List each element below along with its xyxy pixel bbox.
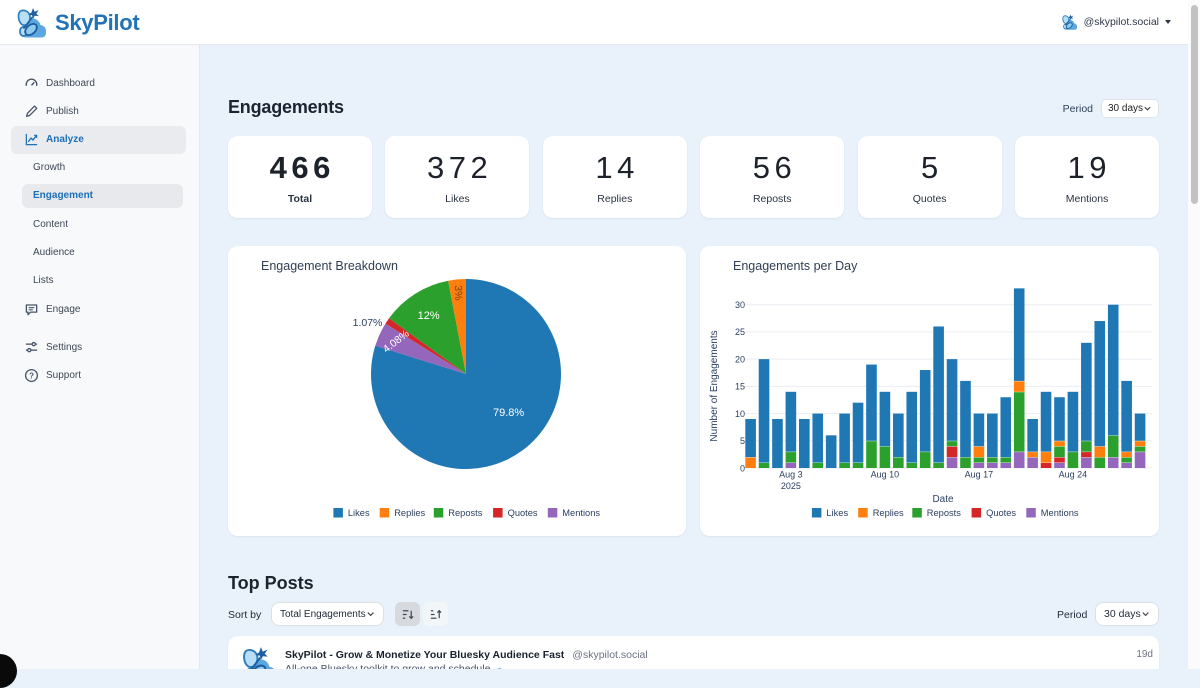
svg-text:Likes: Likes: [348, 508, 370, 518]
svg-text:Aug 24: Aug 24: [1059, 470, 1088, 480]
svg-text:Mentions: Mentions: [562, 508, 600, 518]
svg-text:?: ?: [29, 371, 34, 380]
svg-text:Aug 3: Aug 3: [779, 470, 803, 480]
svg-text:Likes: Likes: [826, 508, 848, 518]
svg-text:Date: Date: [932, 494, 954, 505]
svg-text:0: 0: [740, 463, 745, 473]
svg-text:Replies: Replies: [394, 508, 425, 518]
svg-text:Reposts: Reposts: [448, 508, 482, 518]
svg-text:Quotes: Quotes: [508, 508, 538, 518]
svg-text:Aug 10: Aug 10: [871, 470, 900, 480]
svg-text:Quotes: Quotes: [986, 508, 1016, 518]
svg-text:1.07%: 1.07%: [353, 317, 383, 329]
svg-text:5: 5: [740, 436, 745, 446]
svg-text:Reposts: Reposts: [927, 508, 961, 518]
svg-text:30: 30: [735, 300, 745, 310]
svg-text:Replies: Replies: [873, 508, 904, 518]
svg-text:25: 25: [735, 327, 745, 337]
svg-text:79.8%: 79.8%: [493, 407, 524, 419]
svg-text:2025: 2025: [781, 481, 801, 491]
svg-text:Number of Engagements: Number of Engagements: [709, 330, 720, 441]
svg-text:10: 10: [735, 409, 745, 419]
svg-text:Aug 17: Aug 17: [965, 470, 994, 480]
svg-text:3%: 3%: [452, 285, 465, 301]
svg-text:Mentions: Mentions: [1041, 508, 1079, 518]
svg-text:12%: 12%: [418, 310, 440, 322]
svg-text:20: 20: [735, 354, 745, 364]
svg-text:15: 15: [735, 382, 745, 392]
